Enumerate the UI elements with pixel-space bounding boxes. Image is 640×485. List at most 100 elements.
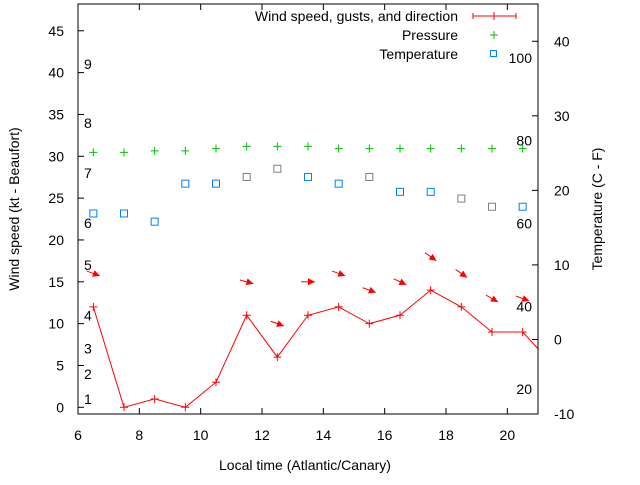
temperature-point	[426, 187, 435, 196]
pressure-point	[273, 142, 282, 151]
gust-arrowhead	[337, 270, 346, 277]
x-tick-label: 20	[500, 427, 516, 443]
y2-axis-label: Temperature (C - F)	[589, 148, 605, 271]
beaufort-label: 1	[84, 391, 92, 407]
y-tick-label: 0	[56, 399, 64, 415]
y2-tick-label: 40	[554, 33, 570, 49]
wind-speed-point	[89, 302, 98, 311]
wind-speed-point	[426, 286, 435, 295]
legend-sample-pressure	[490, 31, 498, 39]
temperature-point	[242, 172, 251, 181]
x-tick-label: 6	[74, 427, 82, 443]
wind-speed-point	[334, 302, 343, 311]
x-tick-label: 18	[438, 427, 454, 443]
y2-tick-label: 20	[554, 182, 570, 198]
temperature-point	[212, 179, 220, 188]
wind-speed-point	[181, 403, 190, 412]
x-tick-label: 14	[316, 427, 332, 443]
legend-label-wind: Wind speed, gusts, and direction	[255, 8, 458, 24]
beaufort-label: 9	[84, 56, 92, 72]
y-tick-label: 45	[48, 23, 64, 39]
y-tick-label: 5	[56, 357, 64, 373]
pressure-point	[488, 144, 496, 153]
temperature-point	[457, 194, 466, 203]
pressure-point	[518, 144, 527, 153]
pressure-point	[120, 148, 128, 157]
fahrenheit-label: 80	[516, 133, 532, 149]
temperature-point	[150, 217, 159, 226]
x-axis-label: Local time (Atlantic/Canary)	[219, 457, 391, 473]
gust-arrowhead	[490, 295, 499, 303]
gust-arrowhead	[368, 286, 376, 294]
gust-arrowhead	[308, 278, 315, 286]
y2-tick-label: -10	[554, 406, 574, 422]
pressure-point	[181, 146, 190, 155]
wind-speed-line	[92, 289, 539, 408]
x-tick-label: 12	[254, 427, 270, 443]
y-tick-label: 20	[48, 232, 64, 248]
y-tick-label: 30	[48, 148, 64, 164]
wind-speed-point	[242, 311, 251, 320]
pressure-point	[396, 144, 404, 153]
pressure-point	[365, 144, 374, 153]
pressure-point	[212, 144, 220, 153]
gust-arrowhead	[521, 295, 530, 302]
wind-speed-point	[120, 403, 128, 412]
pressure-point	[89, 148, 98, 157]
temperature-point	[396, 187, 404, 196]
gust-arrowhead	[398, 278, 407, 285]
legend-sample-temperature	[490, 50, 497, 57]
wind-speed-point	[488, 328, 496, 336]
pressure-point	[457, 144, 466, 153]
beaufort-label: 3	[84, 341, 92, 357]
wind-speed-point	[365, 319, 374, 328]
y-tick-label: 15	[48, 274, 64, 290]
gust-arrowhead	[245, 278, 254, 286]
temperature-point	[488, 202, 496, 211]
temperature-point	[89, 209, 98, 218]
x-tick-label: 8	[135, 427, 143, 443]
gust-arrowhead	[459, 270, 468, 278]
fahrenheit-label: 60	[516, 215, 532, 231]
legend-label-pressure: Pressure	[402, 27, 458, 43]
y-tick-label: 35	[48, 106, 64, 122]
wind-speed-point	[518, 328, 527, 336]
gust-arrowhead	[428, 253, 437, 261]
pressure-point	[150, 146, 159, 155]
gust-arrowhead	[276, 320, 284, 327]
beaufort-label: 7	[84, 165, 92, 181]
wind-speed-point	[304, 311, 312, 320]
temperature-point	[334, 179, 343, 188]
wind-speed-point	[150, 394, 159, 403]
temperature-point	[304, 172, 312, 181]
plot-frame	[77, 3, 539, 415]
beaufort-label: 8	[84, 115, 92, 131]
beaufort-label: 2	[84, 366, 92, 382]
y-tick-label: 10	[48, 316, 64, 332]
legend: Wind speed, gusts, and direction Pressur…	[255, 8, 458, 62]
gust-arrowhead	[92, 270, 100, 277]
pressure-point	[334, 144, 343, 153]
y2-tick-label: 0	[554, 331, 562, 347]
y2-tick-label: 10	[554, 257, 570, 273]
fahrenheit-label: 20	[516, 381, 532, 397]
y-tick-label: 40	[48, 65, 64, 81]
beaufort-label: 5	[84, 257, 92, 273]
wind-speed-point	[396, 311, 404, 320]
temperature-point	[181, 179, 190, 188]
fahrenheit-label: 100	[509, 50, 533, 66]
x-tick-label: 10	[193, 427, 209, 443]
beaufort-label: 6	[84, 215, 92, 231]
temperature-point	[120, 209, 128, 218]
beaufort-label: 4	[84, 307, 92, 323]
wind-speed-point	[457, 302, 466, 311]
y-tick-label: 25	[48, 190, 64, 206]
legend-sample-wind	[472, 12, 517, 20]
y-axis-label: Wind speed (kt - Beaufort)	[6, 127, 22, 290]
temperature-point	[273, 164, 282, 173]
legend-label-temperature: Temperature	[379, 46, 458, 62]
pressure-point	[304, 142, 312, 151]
temperature-point	[518, 202, 527, 211]
wind-speed-point	[273, 353, 282, 362]
